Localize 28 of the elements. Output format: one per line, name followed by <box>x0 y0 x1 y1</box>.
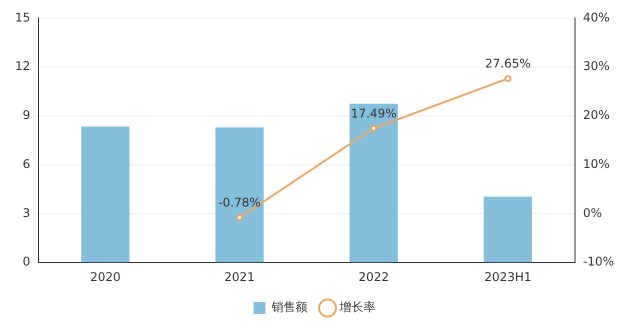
bar <box>484 196 532 262</box>
y2-tick-label: 10% <box>583 156 610 171</box>
point <box>370 124 378 132</box>
y2-tick-label: 20% <box>583 108 610 122</box>
bar <box>81 126 130 262</box>
data-label: -0.78% <box>218 196 261 210</box>
point <box>504 75 512 82</box>
y-tick-label: 15 <box>14 10 30 24</box>
data-label: 27.65% <box>485 56 531 71</box>
y2-tick-label: 30% <box>583 59 610 74</box>
legend-label: 销售额 <box>270 300 308 314</box>
point <box>236 214 244 222</box>
x-tick-label: 2022 <box>358 270 389 284</box>
legend-label: 增长率 <box>338 300 376 314</box>
y-tick-label: 12 <box>14 59 30 74</box>
bar <box>350 104 398 262</box>
y-tick-label: 3 <box>22 206 30 220</box>
y2-tick-label: -10% <box>583 254 614 269</box>
y-tick-label: 6 <box>22 156 30 171</box>
data-label: 17.49% <box>350 106 397 120</box>
y2-tick-label: 40% <box>583 10 610 24</box>
bar <box>215 127 264 262</box>
x-tick-label: 2021 <box>224 270 255 284</box>
y-tick-label: 0 <box>22 254 30 269</box>
y2-tick-label: 0% <box>583 206 602 220</box>
x-tick-label: 2023H1 <box>484 270 532 284</box>
y-tick-label: 9 <box>22 108 30 122</box>
x-tick-label: 2020 <box>90 270 121 284</box>
